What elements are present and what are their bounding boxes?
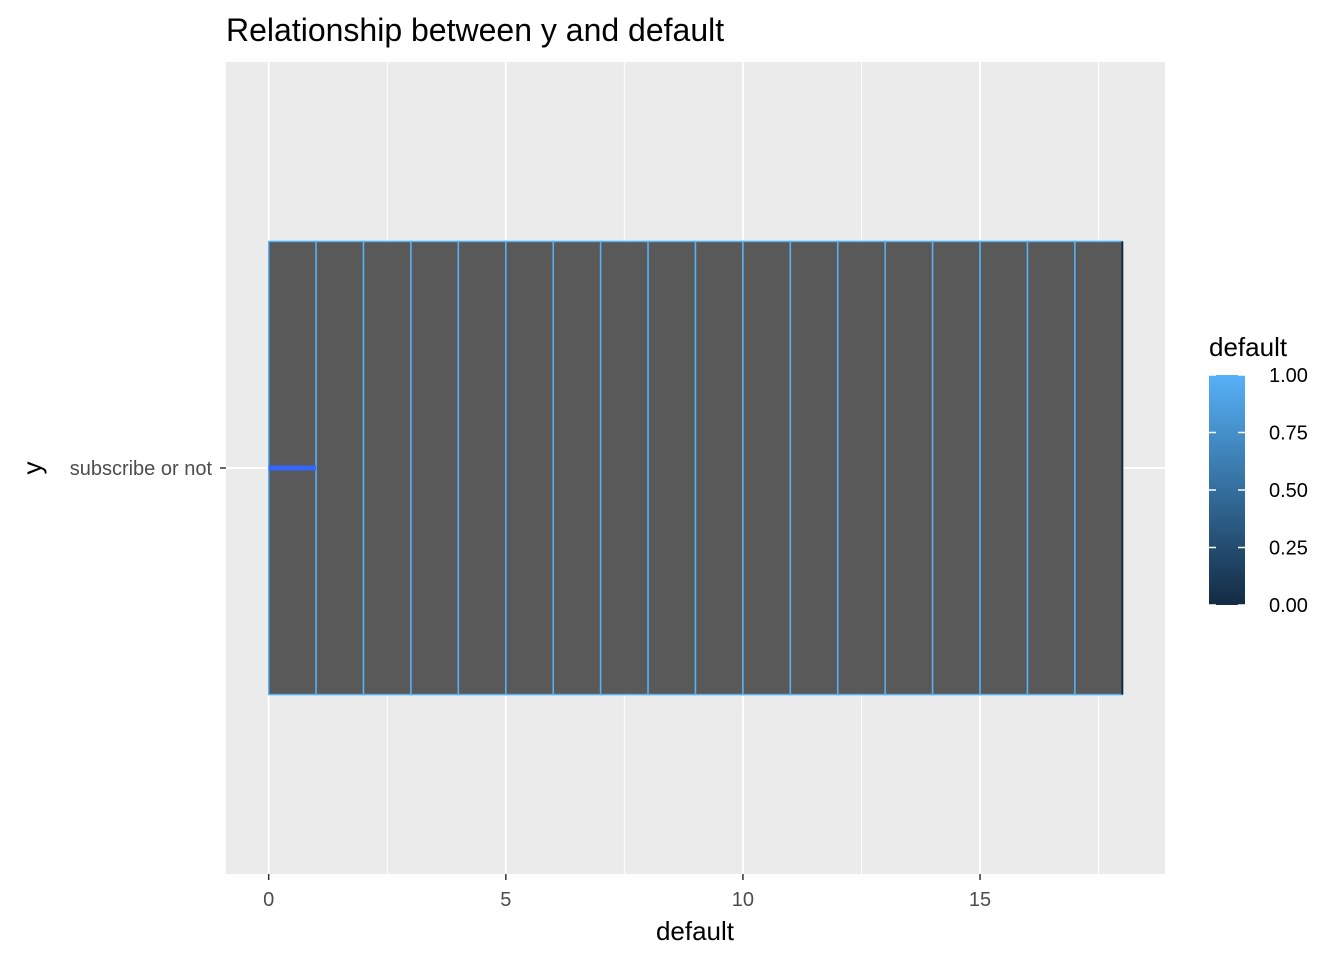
x-axis-title: default bbox=[656, 916, 735, 946]
bar-segment-10 bbox=[742, 240, 792, 696]
bar-segment-17 bbox=[1074, 240, 1124, 696]
legend-label: 1.00 bbox=[1269, 365, 1308, 387]
legend-label: 0.50 bbox=[1269, 480, 1308, 502]
legend-label: 0.75 bbox=[1269, 423, 1308, 445]
legend-title: default bbox=[1209, 332, 1288, 362]
bar-segment-3 bbox=[410, 240, 460, 696]
bar-segment-1 bbox=[315, 240, 365, 696]
bar-segment-11 bbox=[789, 240, 839, 696]
x-tick-label: 5 bbox=[500, 889, 511, 911]
bar-segment-16 bbox=[1026, 240, 1076, 696]
y-axis-title: y bbox=[17, 462, 47, 475]
axes: 0 5 10 15 subscribe or not bbox=[70, 458, 991, 911]
legend-label: 0.25 bbox=[1269, 538, 1308, 560]
bar-segment-9 bbox=[694, 240, 744, 696]
bar-segment-4 bbox=[457, 240, 507, 696]
bar-segment-7 bbox=[599, 240, 649, 696]
bar-stack bbox=[267, 240, 1124, 696]
bar-segment-13 bbox=[884, 240, 934, 696]
x-tick-label: 10 bbox=[732, 889, 754, 911]
bar-segment-5 bbox=[505, 240, 554, 696]
bar-segment-15 bbox=[979, 240, 1029, 696]
bar-segment-12 bbox=[837, 240, 886, 696]
y-tick-label: subscribe or not bbox=[70, 458, 213, 480]
bar-segment-2 bbox=[362, 240, 412, 696]
chart-title: Relationship between y and default bbox=[226, 12, 724, 48]
legend-label: 0.00 bbox=[1269, 595, 1308, 617]
bar-segment-8 bbox=[647, 240, 697, 696]
bar-segment-14 bbox=[931, 240, 981, 696]
x-tick-label: 15 bbox=[969, 889, 991, 911]
x-tick-label: 0 bbox=[263, 889, 274, 911]
bar-segment-6 bbox=[552, 240, 602, 696]
legend: default 0.00 0.25 0.50 0.75 1.00 bbox=[1209, 332, 1308, 617]
